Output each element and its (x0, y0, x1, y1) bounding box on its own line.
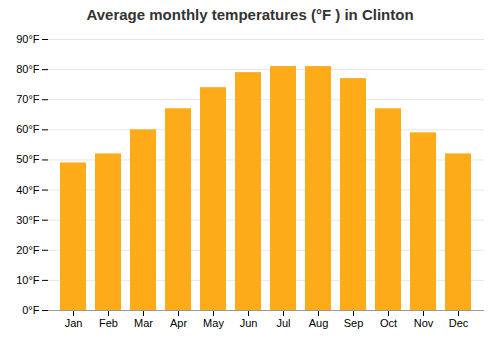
svg-text:Feb: Feb (99, 317, 118, 329)
svg-text:20°F: 20°F (16, 244, 40, 256)
svg-text:Jan: Jan (65, 317, 83, 329)
svg-text:50°F: 50°F (16, 153, 40, 165)
svg-text:May: May (203, 317, 224, 329)
svg-text:Nov: Nov (414, 317, 434, 329)
svg-text:Jul: Jul (276, 317, 290, 329)
svg-text:Sep: Sep (344, 317, 364, 329)
svg-text:Jun: Jun (240, 317, 258, 329)
svg-text:90°F: 90°F (16, 33, 40, 45)
svg-text:0°F: 0°F (22, 304, 40, 316)
svg-text:80°F: 80°F (16, 63, 40, 75)
svg-text:40°F: 40°F (16, 184, 40, 196)
svg-text:Oct: Oct (380, 317, 397, 329)
svg-text:Aug: Aug (309, 317, 329, 329)
html-text:Average monthly temperatures (: Average monthly temperatures (°F ) in Cl… (86, 6, 414, 23)
svg-text:30°F: 30°F (16, 214, 40, 226)
svg-text:Mar: Mar (134, 317, 153, 329)
svg-text:Dec: Dec (449, 317, 469, 329)
svg-text:Apr: Apr (170, 317, 187, 329)
svg-text:10°F: 10°F (16, 274, 40, 286)
svg-text:60°F: 60°F (16, 123, 40, 135)
svg-text:70°F: 70°F (16, 93, 40, 105)
